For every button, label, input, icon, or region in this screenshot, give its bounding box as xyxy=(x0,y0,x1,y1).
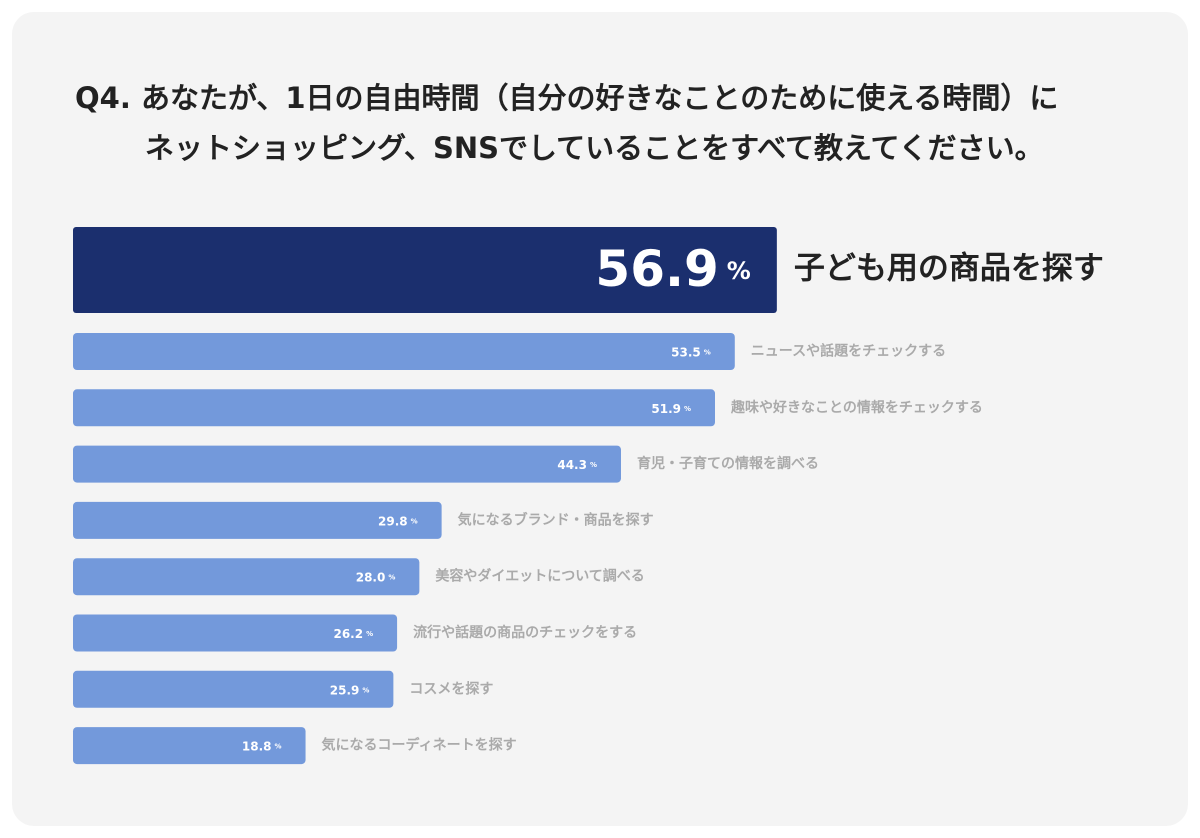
value-label: 25.9% xyxy=(330,683,370,697)
value-unit: % xyxy=(727,257,751,285)
category-label: 気になるコーディネートを探す xyxy=(322,737,517,754)
bar xyxy=(73,501,442,539)
value-number: 28.0 xyxy=(356,570,386,584)
value-number: 25.9 xyxy=(330,683,360,697)
chart-title: Q4. あなたが、1日の自由時間（自分の好きなことのために使える時間）に xyxy=(75,81,1058,115)
value-number: 44.3 xyxy=(557,458,587,472)
value-unit: % xyxy=(590,461,597,469)
bar xyxy=(73,727,306,765)
bar xyxy=(73,333,735,370)
value-label: 28.0% xyxy=(356,570,396,584)
bar xyxy=(73,670,394,708)
value-label: 26.2% xyxy=(333,627,373,641)
value-number: 18.8 xyxy=(242,739,272,753)
value-number: 26.2 xyxy=(333,627,363,641)
bar xyxy=(73,227,777,313)
value-unit: % xyxy=(388,574,395,582)
category-label: 子ども用の商品を探す xyxy=(794,251,1104,287)
category-label: 趣味や好きなことの情報をチェックする xyxy=(730,399,983,416)
value-label: 29.8% xyxy=(378,514,418,528)
value-label: 56.9% xyxy=(595,240,750,298)
chart-title: ネットショッピング、SNSでしていることをすべて教えてください。 xyxy=(145,131,1044,165)
category-label: ニュースや話題をチェックする xyxy=(751,343,946,360)
value-label: 44.3% xyxy=(557,458,597,472)
value-number: 51.9 xyxy=(651,401,681,415)
value-unit: % xyxy=(704,349,711,357)
value-unit: % xyxy=(411,517,418,525)
category-label: 育児・子育ての情報を調べる xyxy=(637,455,819,472)
value-label: 18.8% xyxy=(242,739,282,753)
category-label: 気になるブランド・商品を探す xyxy=(458,511,654,528)
bar xyxy=(73,558,420,596)
value-number: 29.8 xyxy=(378,514,408,528)
value-label: 51.9% xyxy=(651,401,691,415)
bar xyxy=(73,389,716,427)
bar xyxy=(73,614,398,652)
category-label: 美容やダイエットについて調べる xyxy=(435,568,644,585)
value-unit: % xyxy=(366,630,373,638)
value-label: 53.5% xyxy=(671,345,711,359)
value-number: 56.9 xyxy=(595,240,718,298)
bar xyxy=(73,445,621,483)
value-unit: % xyxy=(362,686,369,694)
value-unit: % xyxy=(684,405,691,413)
value-unit: % xyxy=(275,743,282,751)
value-number: 53.5 xyxy=(671,345,701,359)
category-label: コスメを探す xyxy=(409,680,493,697)
category-label: 流行や話題の商品のチェックをする xyxy=(413,624,637,641)
